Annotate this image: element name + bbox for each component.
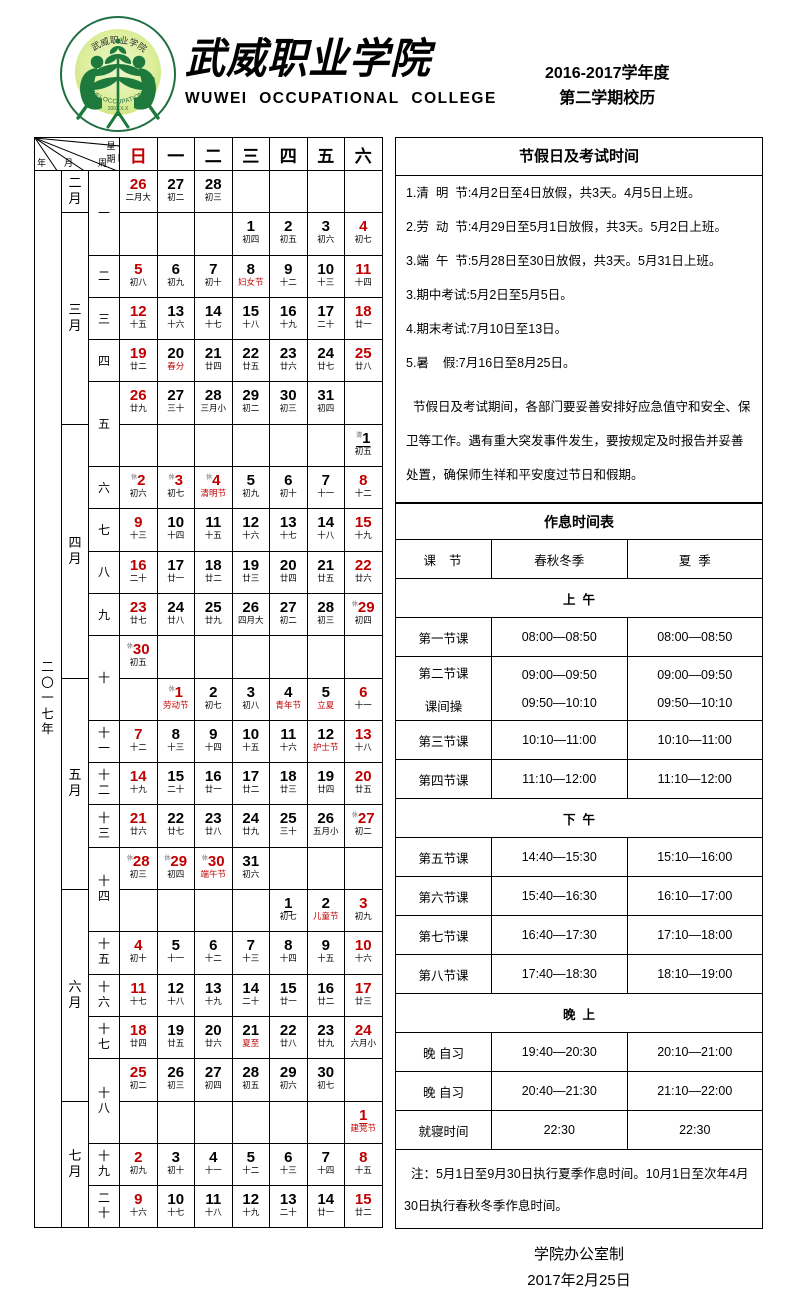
svg-text:2003.X.X: 2003.X.X [108, 106, 129, 112]
